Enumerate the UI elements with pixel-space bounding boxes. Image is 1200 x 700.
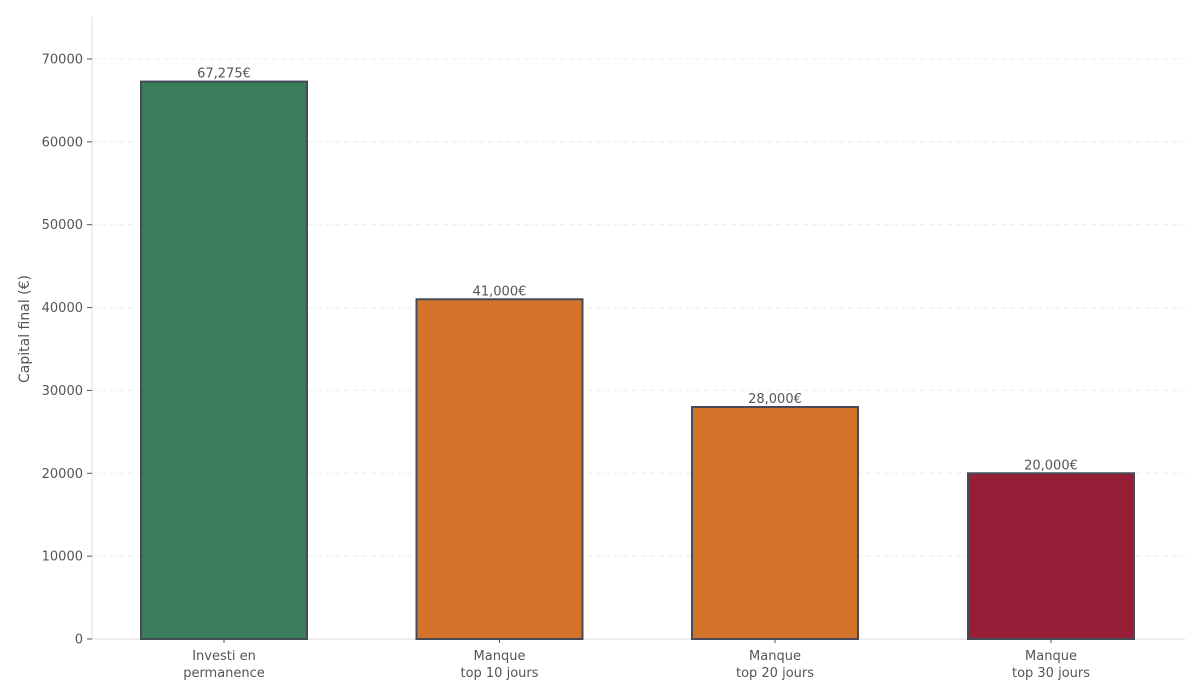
y-tick-label: 0	[75, 633, 83, 648]
y-axis-title: Capital final (€)	[17, 275, 33, 383]
x-tick-label: permanence	[183, 666, 265, 681]
x-tick-label: Manque	[1025, 649, 1077, 664]
x-tick-label: Manque	[749, 649, 801, 664]
y-tick-label: 10000	[42, 550, 83, 565]
y-tick-label: 20000	[42, 467, 83, 482]
y-axis-ticks: 0 10000 20000 30000 40000 50000 60000 70000	[42, 53, 92, 648]
bar	[691, 406, 859, 640]
bar-value-label: 28,000€	[748, 392, 802, 407]
x-axis-ticks: Investi en permanence Manque top 10 jours Ma…	[183, 639, 1090, 681]
x-tick-label: Investi en	[192, 649, 256, 664]
bar	[415, 298, 584, 640]
x-tick-label: top 30 jours	[1012, 666, 1090, 681]
bar-group: 67,275€	[140, 67, 308, 641]
x-tick-label: top 20 jours	[736, 666, 814, 681]
bars: 67,275€ 41,000€ 28,000€ 20,000€	[140, 67, 1135, 641]
bar-group: 20,000€	[967, 458, 1135, 640]
bar-value-label: 41,000€	[473, 284, 527, 299]
bar-group: 41,000€	[415, 284, 584, 640]
bar-value-label: 67,275€	[197, 67, 251, 82]
y-tick-label: 60000	[42, 135, 83, 150]
y-tick-label: 40000	[42, 301, 83, 316]
bar-value-label: 20,000€	[1024, 458, 1078, 473]
bar-group: 28,000€	[691, 392, 859, 640]
y-tick-label: 50000	[42, 218, 83, 233]
bar	[967, 472, 1135, 640]
bar	[140, 80, 308, 641]
y-tick-label: 70000	[42, 53, 83, 68]
y-tick-label: 30000	[42, 384, 83, 399]
x-tick-label: Manque	[474, 649, 526, 664]
x-tick-label: top 10 jours	[460, 666, 538, 681]
